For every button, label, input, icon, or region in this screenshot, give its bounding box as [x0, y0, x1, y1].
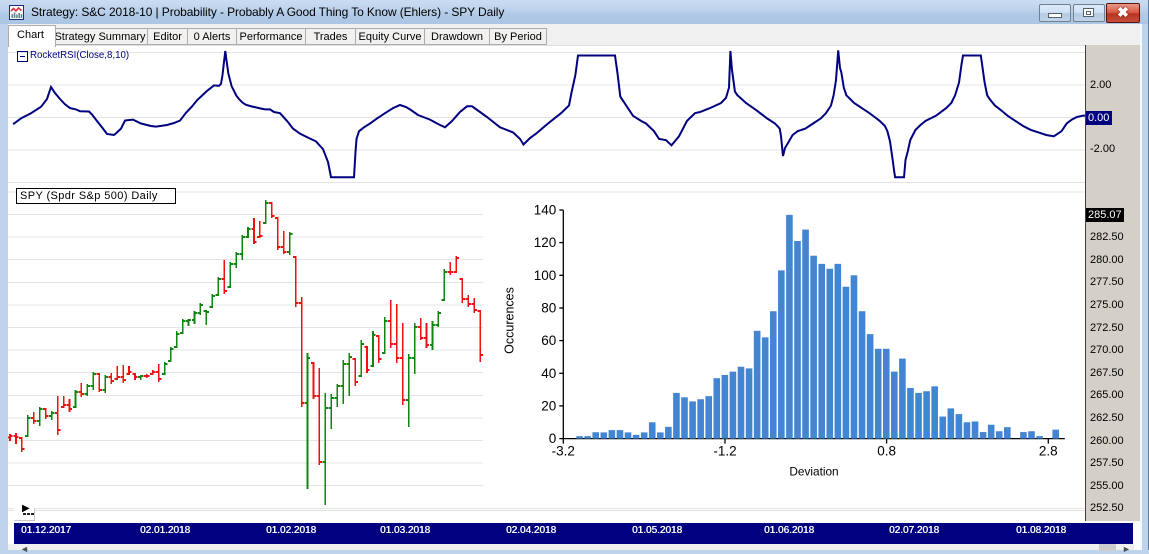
- svg-text:Occurences: Occurences: [503, 287, 517, 354]
- svg-text:20: 20: [541, 398, 556, 413]
- svg-text:Deviation: Deviation: [789, 465, 838, 479]
- svg-text:140: 140: [534, 203, 557, 218]
- svg-text:40: 40: [541, 366, 556, 381]
- svg-text:0.8: 0.8: [877, 444, 896, 459]
- svg-text:100: 100: [534, 268, 557, 283]
- svg-text:-1.2: -1.2: [713, 444, 736, 459]
- svg-text:-3.2: -3.2: [552, 444, 575, 459]
- svg-text:60: 60: [541, 333, 556, 348]
- svg-text:120: 120: [534, 235, 557, 250]
- svg-text:2.8: 2.8: [1039, 444, 1058, 459]
- svg-text:0: 0: [549, 431, 557, 446]
- svg-text:80: 80: [541, 301, 556, 316]
